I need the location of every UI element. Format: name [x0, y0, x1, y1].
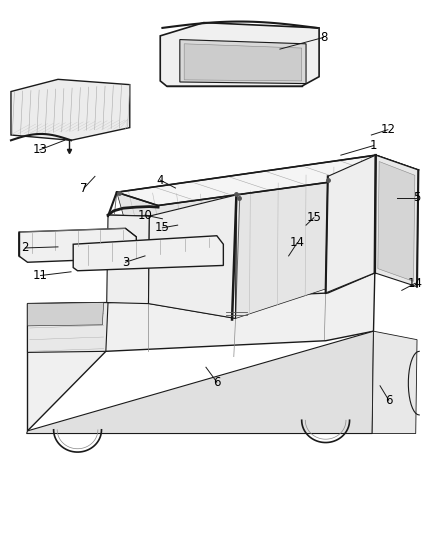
- Polygon shape: [148, 195, 237, 318]
- Text: 5: 5: [413, 191, 421, 204]
- Polygon shape: [107, 215, 149, 304]
- Text: 6: 6: [213, 376, 221, 389]
- Polygon shape: [19, 228, 136, 262]
- Text: 1: 1: [370, 139, 377, 152]
- Text: 14: 14: [407, 277, 422, 290]
- Polygon shape: [378, 161, 415, 281]
- Polygon shape: [375, 155, 418, 287]
- Polygon shape: [372, 331, 417, 433]
- Polygon shape: [236, 155, 376, 318]
- Text: 3: 3: [122, 256, 129, 269]
- Polygon shape: [28, 273, 375, 431]
- Polygon shape: [28, 303, 104, 326]
- Text: 2: 2: [21, 241, 29, 254]
- Polygon shape: [11, 79, 130, 140]
- Text: 11: 11: [33, 269, 48, 282]
- Text: 15: 15: [307, 211, 321, 224]
- Text: 13: 13: [32, 143, 47, 156]
- Text: 14: 14: [290, 236, 305, 249]
- Text: 8: 8: [320, 31, 327, 44]
- Polygon shape: [180, 39, 306, 84]
- Polygon shape: [325, 155, 376, 293]
- Text: 15: 15: [155, 221, 170, 235]
- Polygon shape: [28, 303, 108, 352]
- Polygon shape: [160, 22, 319, 86]
- Text: 7: 7: [80, 182, 88, 195]
- Polygon shape: [27, 331, 374, 433]
- Text: 4: 4: [156, 174, 164, 187]
- Polygon shape: [184, 44, 302, 81]
- Text: 10: 10: [138, 208, 152, 222]
- Polygon shape: [73, 236, 223, 271]
- Text: 12: 12: [380, 123, 396, 136]
- Polygon shape: [117, 192, 237, 318]
- Text: 6: 6: [385, 393, 392, 407]
- Polygon shape: [117, 155, 418, 206]
